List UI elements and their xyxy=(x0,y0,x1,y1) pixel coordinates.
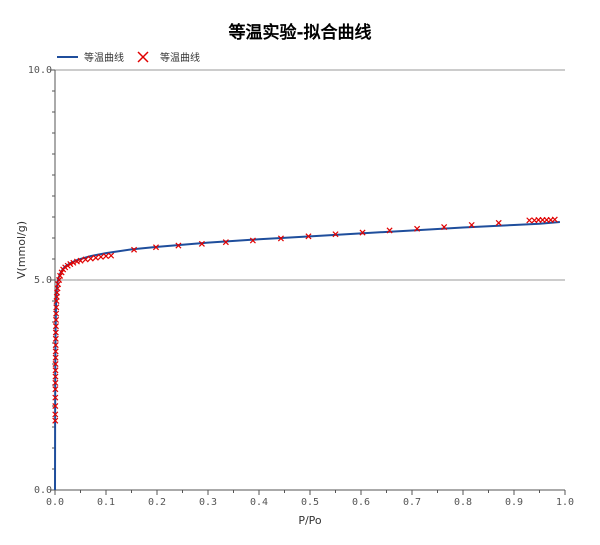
data-point xyxy=(52,354,59,361)
data-point xyxy=(526,217,533,224)
legend-label-fit: 等温曲线 xyxy=(84,51,124,64)
data-point xyxy=(468,221,475,229)
data-point xyxy=(70,259,77,266)
fit-series-line xyxy=(54,221,560,491)
data-point xyxy=(131,246,138,253)
data-point xyxy=(52,329,59,336)
y-tick-label: 0.0 xyxy=(34,485,52,496)
x-tick-label: 0.0 xyxy=(46,497,64,508)
data-point xyxy=(92,254,99,261)
data-point xyxy=(52,394,59,401)
data-point xyxy=(359,229,366,236)
data-point xyxy=(52,373,59,380)
data-point xyxy=(52,316,60,323)
x-axis-label: P/Po xyxy=(298,514,322,527)
data-point xyxy=(52,348,59,355)
data-point xyxy=(57,272,64,279)
gridlines xyxy=(55,69,565,281)
data-point xyxy=(82,256,89,263)
data-point xyxy=(52,411,59,418)
x-tick-label: 0.3 xyxy=(199,497,217,508)
data-point xyxy=(67,261,74,268)
data-point xyxy=(414,225,421,232)
data-point xyxy=(52,323,59,330)
data-point xyxy=(305,233,312,240)
x-tick-label: 1.0 xyxy=(556,497,574,508)
x-tick-label: 0.7 xyxy=(403,497,421,508)
data-point xyxy=(52,402,59,410)
data-point xyxy=(52,417,59,424)
data-point xyxy=(198,240,205,247)
data-point xyxy=(53,304,60,311)
x-tick-label: 0.1 xyxy=(97,497,115,508)
data-point xyxy=(249,237,256,244)
data-point xyxy=(52,379,59,386)
x-axis-ticks: 0.0 0.1 0.2 0.3 0.4 0.5 0.6 0.7 0.8 0.9 1.0 xyxy=(46,490,574,508)
y-tick-label: 10.0 xyxy=(28,65,52,76)
data-point xyxy=(386,227,393,234)
data-point xyxy=(55,281,62,288)
data-point xyxy=(441,224,448,231)
data-point xyxy=(332,231,339,238)
data-point xyxy=(52,342,59,349)
experiment-series xyxy=(52,216,558,424)
x-tick-label: 0.9 xyxy=(505,497,523,508)
data-point xyxy=(58,269,65,276)
data-point xyxy=(152,244,160,251)
data-point xyxy=(52,386,59,393)
x-tick-label: 0.5 xyxy=(301,497,319,508)
data-point xyxy=(175,242,182,249)
data-point xyxy=(102,253,110,260)
data-point xyxy=(52,335,59,342)
y-axis-ticks: 0.0 5.0 10.0 xyxy=(28,65,55,496)
data-point xyxy=(551,216,558,223)
x-tick-label: 0.4 xyxy=(250,497,268,508)
fit-series xyxy=(54,221,560,491)
legend: 等温曲线 等温曲线 xyxy=(57,51,200,64)
data-point xyxy=(495,219,502,226)
y-tick-label: 5.0 xyxy=(34,275,52,286)
x-tick-label: 0.8 xyxy=(454,497,472,508)
chart-title: 等温实验-拟合曲线 xyxy=(228,22,371,43)
data-point xyxy=(277,235,284,242)
data-point xyxy=(52,360,59,368)
data-point xyxy=(108,252,115,259)
data-point xyxy=(77,257,84,264)
legend-marker-swatch xyxy=(137,51,149,63)
data-point xyxy=(52,367,59,374)
x-tick-label: 0.6 xyxy=(352,497,370,508)
data-point xyxy=(53,310,60,317)
data-point xyxy=(56,276,63,284)
y-axis-label: V(mmol/g) xyxy=(15,221,28,279)
x-tick-label: 0.2 xyxy=(148,497,166,508)
data-point xyxy=(222,239,229,246)
data-point xyxy=(97,253,104,260)
data-point xyxy=(87,255,94,262)
legend-label-experiment: 等温曲线 xyxy=(160,51,200,64)
